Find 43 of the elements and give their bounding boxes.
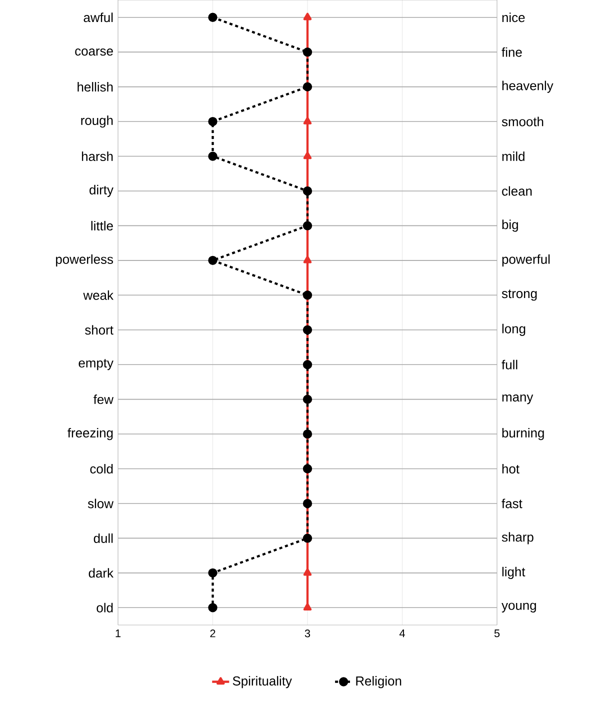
y2-tick-label: many: [502, 394, 534, 404]
y2-tick-label: hot: [502, 464, 520, 474]
y-tick-label: slow: [88, 498, 114, 508]
y2-tick-label: powerful: [502, 254, 550, 266]
x-tick-label: 5: [494, 630, 500, 638]
y-tick-label: dirty: [90, 184, 114, 198]
y-tick-label: powerless: [56, 254, 114, 266]
y2-tick-label: big: [502, 220, 518, 232]
y-tick-label: old: [96, 602, 113, 612]
y2-tick-label: young: [502, 602, 536, 612]
legend-label: Spirituality: [232, 676, 292, 688]
y-tick-label: coarse: [75, 48, 113, 56]
y2-tick-label: mild: [502, 151, 524, 162]
y-tick-label: awful: [84, 12, 113, 22]
y2-tick-label: burning: [502, 428, 544, 440]
x-tick-label: 2: [210, 630, 216, 638]
y-tick-label: freezing: [68, 428, 113, 440]
x-tick-label: 4: [399, 630, 405, 638]
y-tick-label: cold: [90, 464, 113, 474]
x-tick-label: 1: [116, 630, 121, 638]
y2-tick-label: long: [502, 324, 526, 336]
y2-tick-label: clean: [502, 186, 532, 196]
y-tick-label: few: [94, 394, 114, 404]
y2-tick-label: fast: [502, 498, 522, 508]
y-tick-label: dull: [94, 533, 113, 543]
y-tick-label: little: [91, 220, 113, 230]
y-tick-label: rough: [81, 115, 113, 128]
y-tick-label: short: [85, 325, 114, 335]
y2-tick-label: heavenly: [502, 80, 554, 93]
y2-tick-label: fine: [502, 47, 522, 57]
y2-tick-label: smooth: [502, 116, 544, 126]
y-tick-label: weak: [83, 290, 114, 300]
y2-tick-label: light: [502, 566, 526, 579]
y2-tick-label: strong: [502, 290, 537, 301]
y-tick-label: hellish: [78, 82, 113, 92]
y2-tick-label: full: [502, 360, 518, 370]
y-tick-label: dark: [88, 568, 114, 578]
y2-tick-label: sharp: [502, 532, 534, 544]
y-tick-label: harsh: [82, 151, 113, 162]
x-tick-label: 3: [304, 630, 310, 638]
legend-label: Religion: [356, 676, 402, 688]
y-tick-label: empty: [78, 359, 114, 370]
y2-tick-label: nice: [502, 12, 525, 22]
